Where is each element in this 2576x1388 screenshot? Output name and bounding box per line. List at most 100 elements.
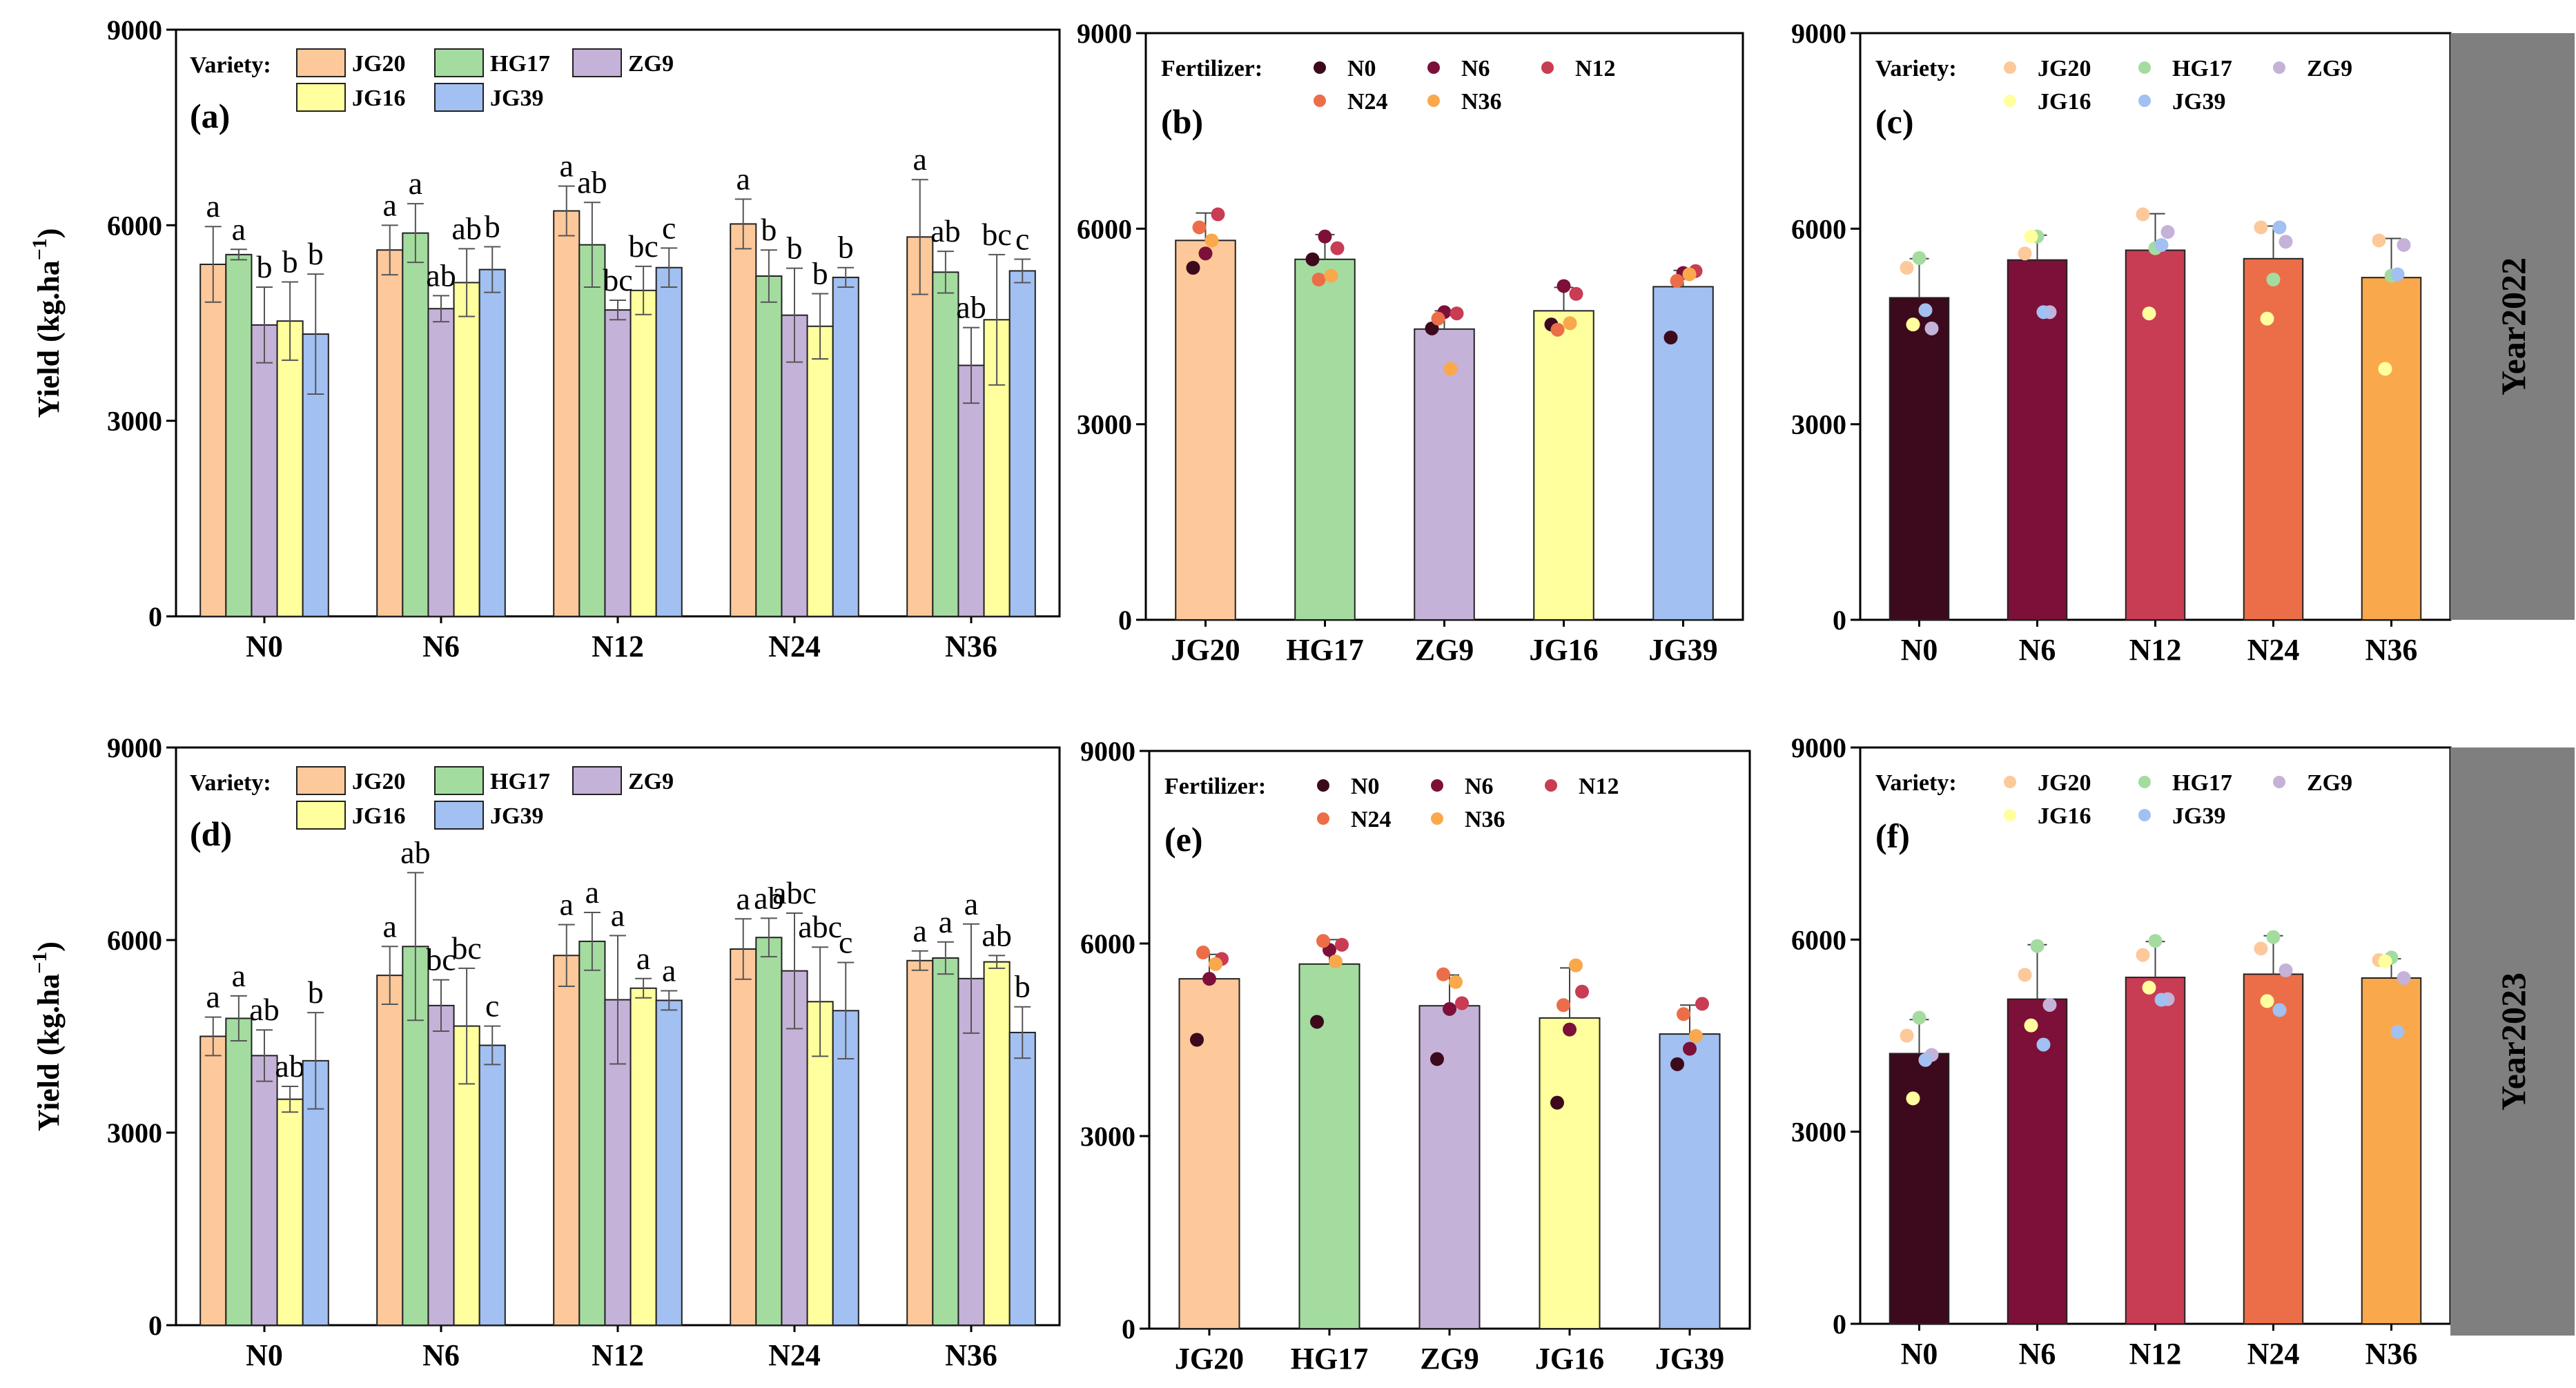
panel-label: (b) [1161,102,1203,141]
panel-e: 0 3000 6000 9000 JG20 HG17 ZG9 JG16 JG39 Fertiliz… [1080,736,1751,1376]
x-tick-label: HG17 [1291,1342,1368,1376]
significance-letter: bc [451,930,481,966]
y-tick-label: 3000 [107,406,162,437]
significance-letter: a [383,908,397,944]
point-JG16-N24 [2260,311,2274,326]
point-N6-JG16 [1563,1022,1577,1037]
significance-letter: abc [798,909,842,944]
bar-HG17-N12 [578,244,606,617]
point-N12-JG16 [1569,286,1583,301]
point-JG16-N6 [2024,1018,2038,1033]
year-band-Year2023: Year2023 [2450,747,2575,1336]
point-JG39-N24 [2272,220,2287,235]
significance-letter: bc [628,228,658,264]
legend-label-JG16: JG16 [352,803,405,829]
significance-letter: c [485,988,499,1024]
y-tick-label: 6000 [1077,213,1132,244]
significance-letter: a [611,897,625,932]
point-N6-JG20 [1202,972,1216,986]
legend-label-JG20: JG20 [352,769,405,794]
year-band-Year2022: Year2022 [2450,33,2575,620]
point-N24-HG17 [1316,934,1330,948]
x-tick-label: JG20 [1175,1342,1244,1376]
x-tick-label: N24 [768,1338,821,1372]
x-tick-label: HG17 [1286,633,1363,667]
significance-letter: a [409,166,422,201]
significance-letter: c [662,210,676,245]
point-N12-JG16 [1575,984,1589,999]
point-ZG9-N24 [2279,963,2293,977]
y-axis-label-close: ) [32,228,66,239]
bar-JG39-N6 [478,268,506,617]
bar-ZG9-N24 [781,970,808,1326]
point-ZG9-N36 [2397,237,2411,252]
bar-N36 [2361,277,2422,620]
significance-letter: b [1015,969,1031,1004]
bar-ZG9-N6 [427,1004,455,1326]
legend-label-JG39: JG39 [2172,89,2225,115]
point-JG16-N12 [2142,306,2156,321]
y-axis-label-text: Yield (kg.ha [32,974,66,1131]
significance-letter: b [308,236,324,271]
bar-JG16-N0 [276,320,304,617]
point-JG39-N36 [2390,267,2405,282]
point-N24-ZG9 [1431,311,1445,326]
significance-letter: ab [426,257,456,293]
significance-letter: c [839,925,852,960]
point-HG17-N12 [2148,934,2163,948]
panel-b: 0 3000 6000 9000 JG20 HG17 ZG9 JG16 JG39 Fertiliz… [1077,18,1744,667]
y-tick-label: 9000 [107,14,162,46]
point-N0-ZG9 [1425,321,1439,335]
panel-f: 0 3000 6000 9000 N0 N6 N12 N24 N36 Variety: JG20 HG… [1791,732,2452,1371]
significance-letter: bc [982,217,1011,252]
legend-label-JG39: JG39 [490,803,543,829]
bar-ZG9-N12 [604,309,632,617]
point-N24-JG39 [1677,1007,1690,1022]
significance-letter: ab [982,917,1011,952]
bar-ZG9-N6 [427,308,455,617]
x-tick-label: N6 [2019,1337,2056,1371]
point-N36-JG20 [1209,957,1222,971]
legend-dot-N6 [1427,61,1440,74]
point-N0-JG39 [1670,1057,1684,1071]
bar-ZG9-N24 [781,314,808,617]
bar-N0 [1889,297,1950,620]
legend-title: Variety: [1875,770,1957,796]
panel-label: (a) [190,97,230,135]
legend-dot-JG20 [2004,61,2016,74]
significance-letter: c [1015,221,1029,256]
point-JG39-N0 [1918,1053,1933,1067]
bar-JG20-N24 [730,948,757,1326]
point-N36-JG16 [1569,958,1583,972]
point-N12-ZG9 [1455,996,1469,1010]
panel-label: (c) [1875,102,1914,141]
bar-HG17-N36 [932,957,959,1327]
point-JG20-N24 [2254,220,2268,235]
point-N24-JG20 [1192,220,1207,235]
legend-swatch-HG17 [434,766,484,795]
bar-N6 [2007,259,2068,620]
bar-N12 [2125,249,2186,620]
point-N0-JG20 [1190,1033,1204,1047]
bar-ZG9-N0 [251,1055,278,1327]
x-tick-label: N6 [422,629,460,663]
point-N36-JG39 [1689,1028,1703,1043]
y-axis-label-exponent: −1 [28,238,51,260]
bar-N24 [2243,257,2304,620]
point-N0-JG39 [1663,331,1678,345]
y-tick-label: 3000 [1791,409,1846,440]
legend-title: Variety: [190,52,271,78]
point-JG20-N6 [2018,246,2032,261]
point-JG39-N0 [1918,303,1933,317]
y-tick-label: 9000 [1077,18,1132,49]
bar-ZG9-N0 [251,324,278,617]
y-tick-label: 0 [148,601,162,632]
legend-dot-JG39 [2138,95,2151,107]
y-axis-label-exponent: −1 [28,952,51,974]
point-N6-JG20 [1198,246,1213,261]
point-N24-JG20 [1196,946,1210,960]
legend-label-JG20: JG20 [352,51,405,77]
bar-JG20-N12 [553,955,580,1326]
year-band-label: Year2023 [2494,972,2533,1111]
